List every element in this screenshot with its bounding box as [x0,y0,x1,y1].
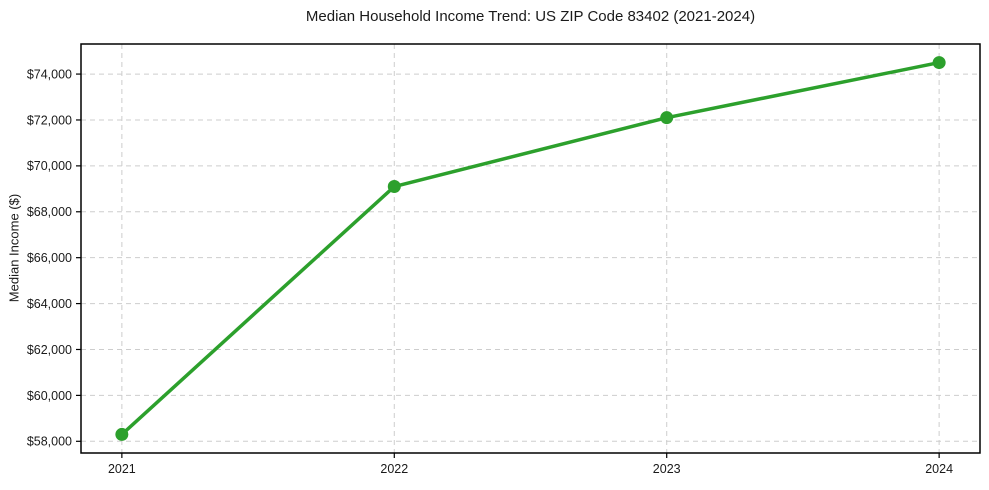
y-tick-label: $66,000 [27,251,72,265]
y-tick-label: $62,000 [27,343,72,357]
x-tick-label: 2022 [380,462,408,476]
y-tick-label: $72,000 [27,113,72,127]
data-point-marker [932,56,946,70]
income-trend-line [120,60,941,437]
x-tick-label: 2021 [108,462,136,476]
data-point-marker [387,180,401,194]
y-tick-label: $68,000 [27,205,72,219]
chart-title: Median Household Income Trend: US ZIP Co… [305,8,756,25]
x-tick-label: 2023 [653,462,681,476]
data-point-marker [115,427,129,441]
y-tick-label: $70,000 [27,159,72,173]
x-tick-label: 2024 [925,462,953,476]
y-tick-label: $64,000 [27,297,72,311]
y-tick-label: $74,000 [27,67,72,81]
plot-border [80,43,981,454]
data-point-marker [660,111,674,125]
y-tick-label: $60,000 [27,389,72,403]
y-tick-label: $58,000 [27,435,72,449]
